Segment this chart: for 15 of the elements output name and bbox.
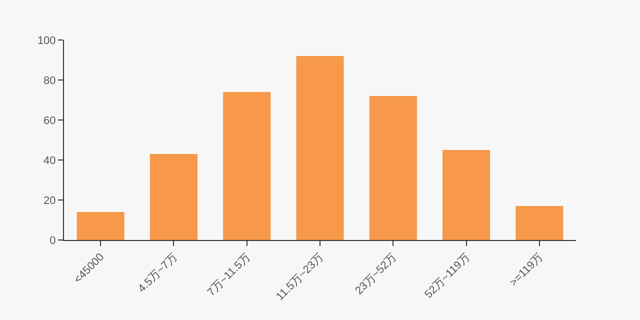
- bar: [369, 96, 417, 240]
- x-tick-label: 4.5万~7万: [136, 251, 180, 295]
- bar: [296, 56, 344, 240]
- bar: [516, 206, 564, 240]
- y-tick-label: 0: [50, 234, 56, 247]
- bar: [76, 212, 124, 240]
- bar: [223, 92, 271, 240]
- bar: [442, 150, 490, 240]
- y-tick-label: 20: [44, 194, 56, 207]
- y-tick-label: 80: [44, 74, 56, 87]
- y-tick-label: 40: [44, 154, 56, 167]
- x-tick-label: 23万~52万: [353, 251, 400, 298]
- y-tick-label: 100: [37, 34, 56, 47]
- y-tick-label: 60: [44, 114, 56, 127]
- bar: [150, 154, 198, 240]
